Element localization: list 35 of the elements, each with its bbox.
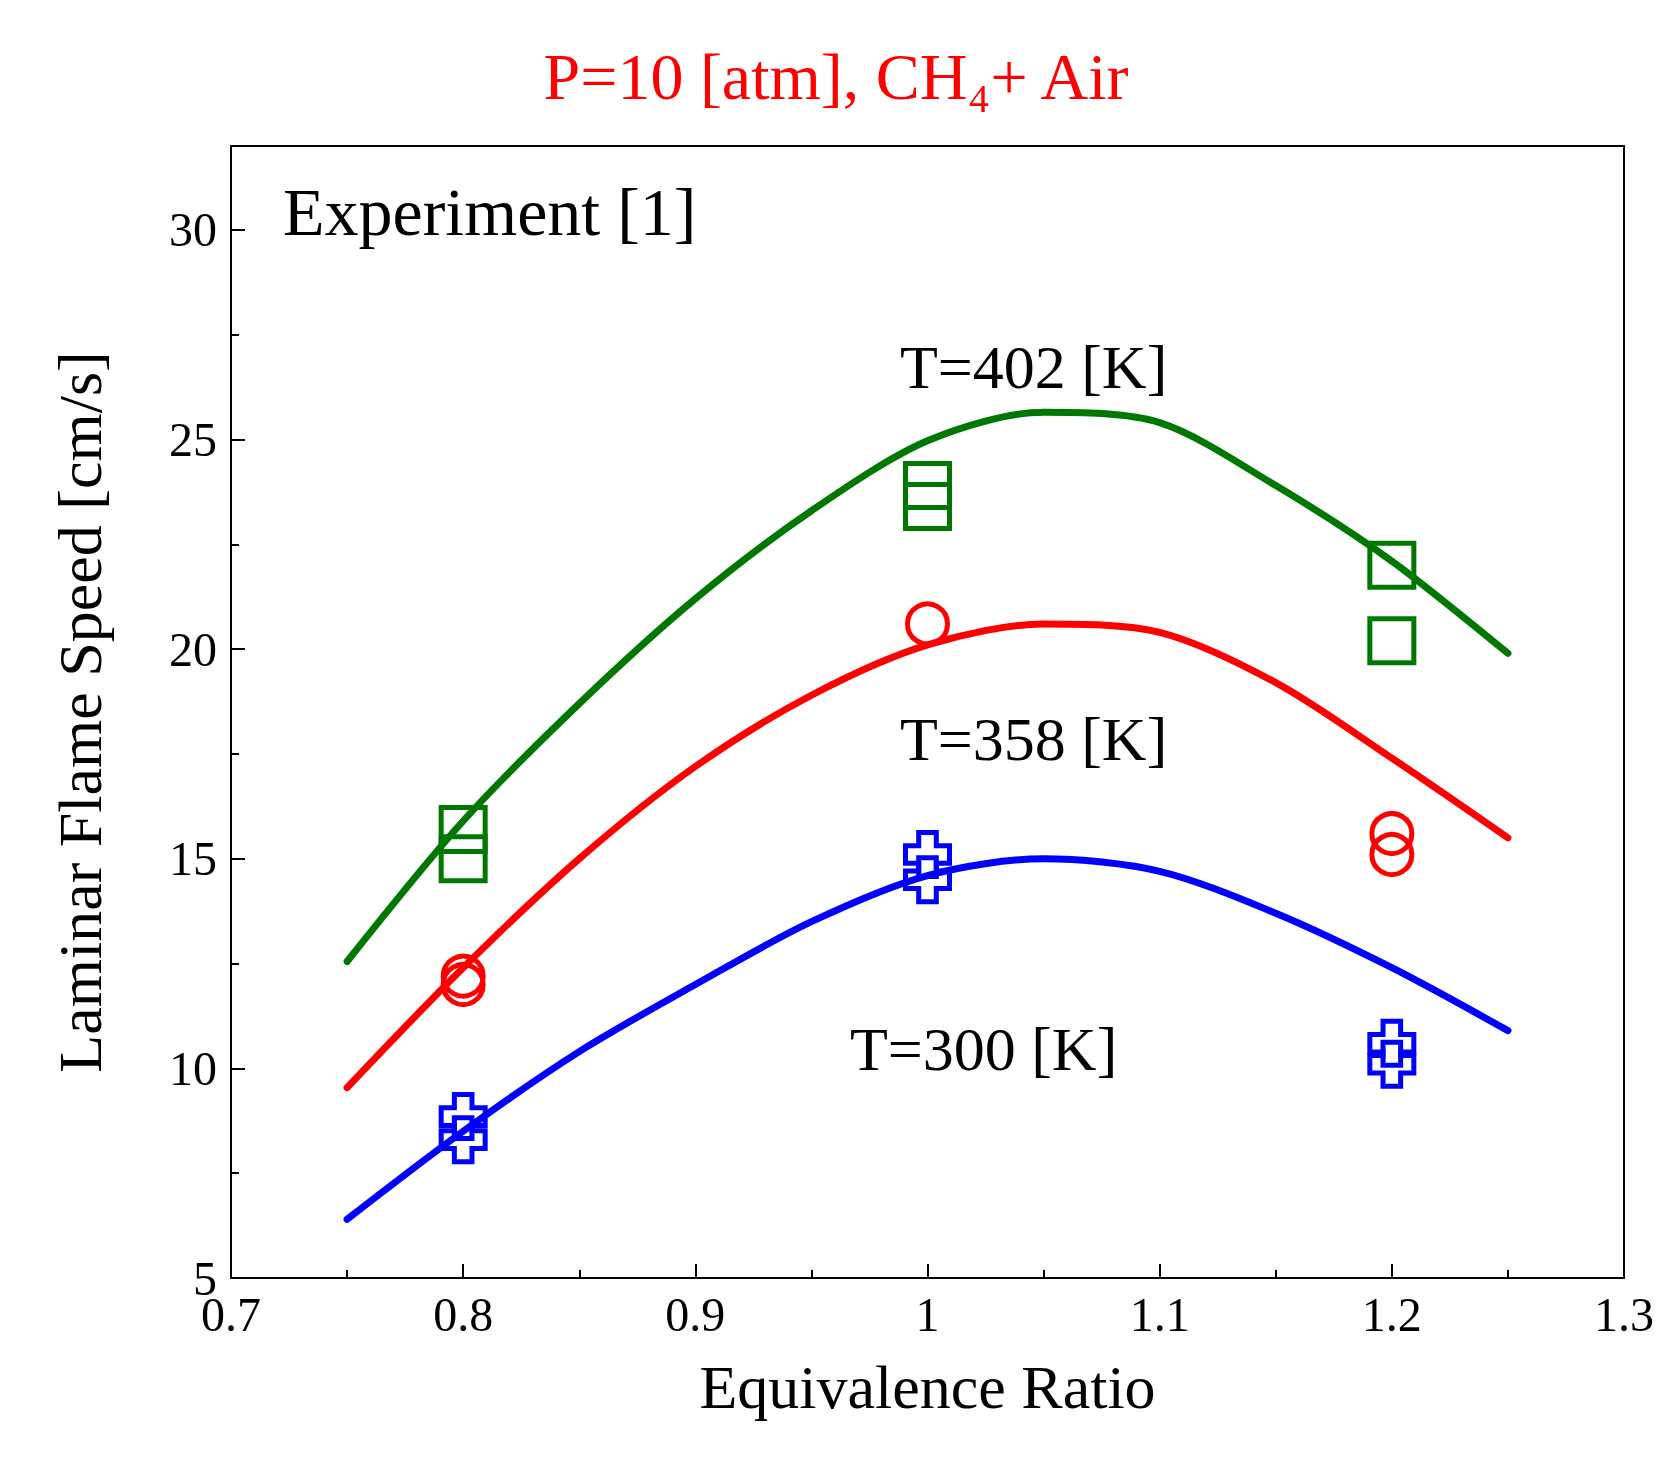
annotation: Experiment [1] bbox=[283, 174, 697, 250]
point bbox=[440, 962, 486, 1008]
point bbox=[438, 804, 488, 854]
point bbox=[903, 461, 952, 511]
point bbox=[438, 834, 488, 884]
series-label: T=402 [K] bbox=[899, 333, 1168, 402]
point bbox=[438, 1092, 488, 1142]
x-tick-label: 1.2 bbox=[1361, 1287, 1422, 1341]
point bbox=[1367, 616, 1417, 666]
x-tick-label: 1 bbox=[915, 1287, 940, 1341]
y-tick-label: 30 bbox=[169, 203, 217, 257]
point bbox=[1367, 1018, 1417, 1068]
x-tick-label: 1.3 bbox=[1594, 1287, 1654, 1341]
y-axis-title: Laminar Flame Speed [cm/s] bbox=[46, 351, 114, 1073]
series-label: T=300 [K] bbox=[849, 1014, 1118, 1083]
x-tick-label: 0.8 bbox=[433, 1287, 494, 1341]
point bbox=[903, 830, 952, 880]
point bbox=[1367, 1039, 1417, 1089]
series-label: T=358 [K] bbox=[899, 704, 1168, 773]
x-tick-label: 1.1 bbox=[1129, 1287, 1190, 1341]
point bbox=[440, 953, 486, 999]
chart-title: P=10 [atm], CH₄+ Air bbox=[543, 39, 1129, 113]
point bbox=[438, 1115, 488, 1165]
point bbox=[905, 601, 950, 647]
point bbox=[1367, 540, 1417, 590]
x-tick-label: 0.9 bbox=[665, 1287, 726, 1341]
y-tick-label: 10 bbox=[169, 1041, 217, 1095]
point bbox=[903, 855, 952, 905]
y-tick-label: 20 bbox=[169, 622, 217, 676]
y-tick-label: 15 bbox=[169, 832, 217, 886]
x-axis-title: Equivalence Ratio bbox=[699, 1353, 1156, 1421]
y-tick-label: 25 bbox=[169, 412, 217, 466]
point bbox=[1369, 832, 1415, 878]
point bbox=[1369, 811, 1415, 857]
point bbox=[903, 482, 952, 532]
